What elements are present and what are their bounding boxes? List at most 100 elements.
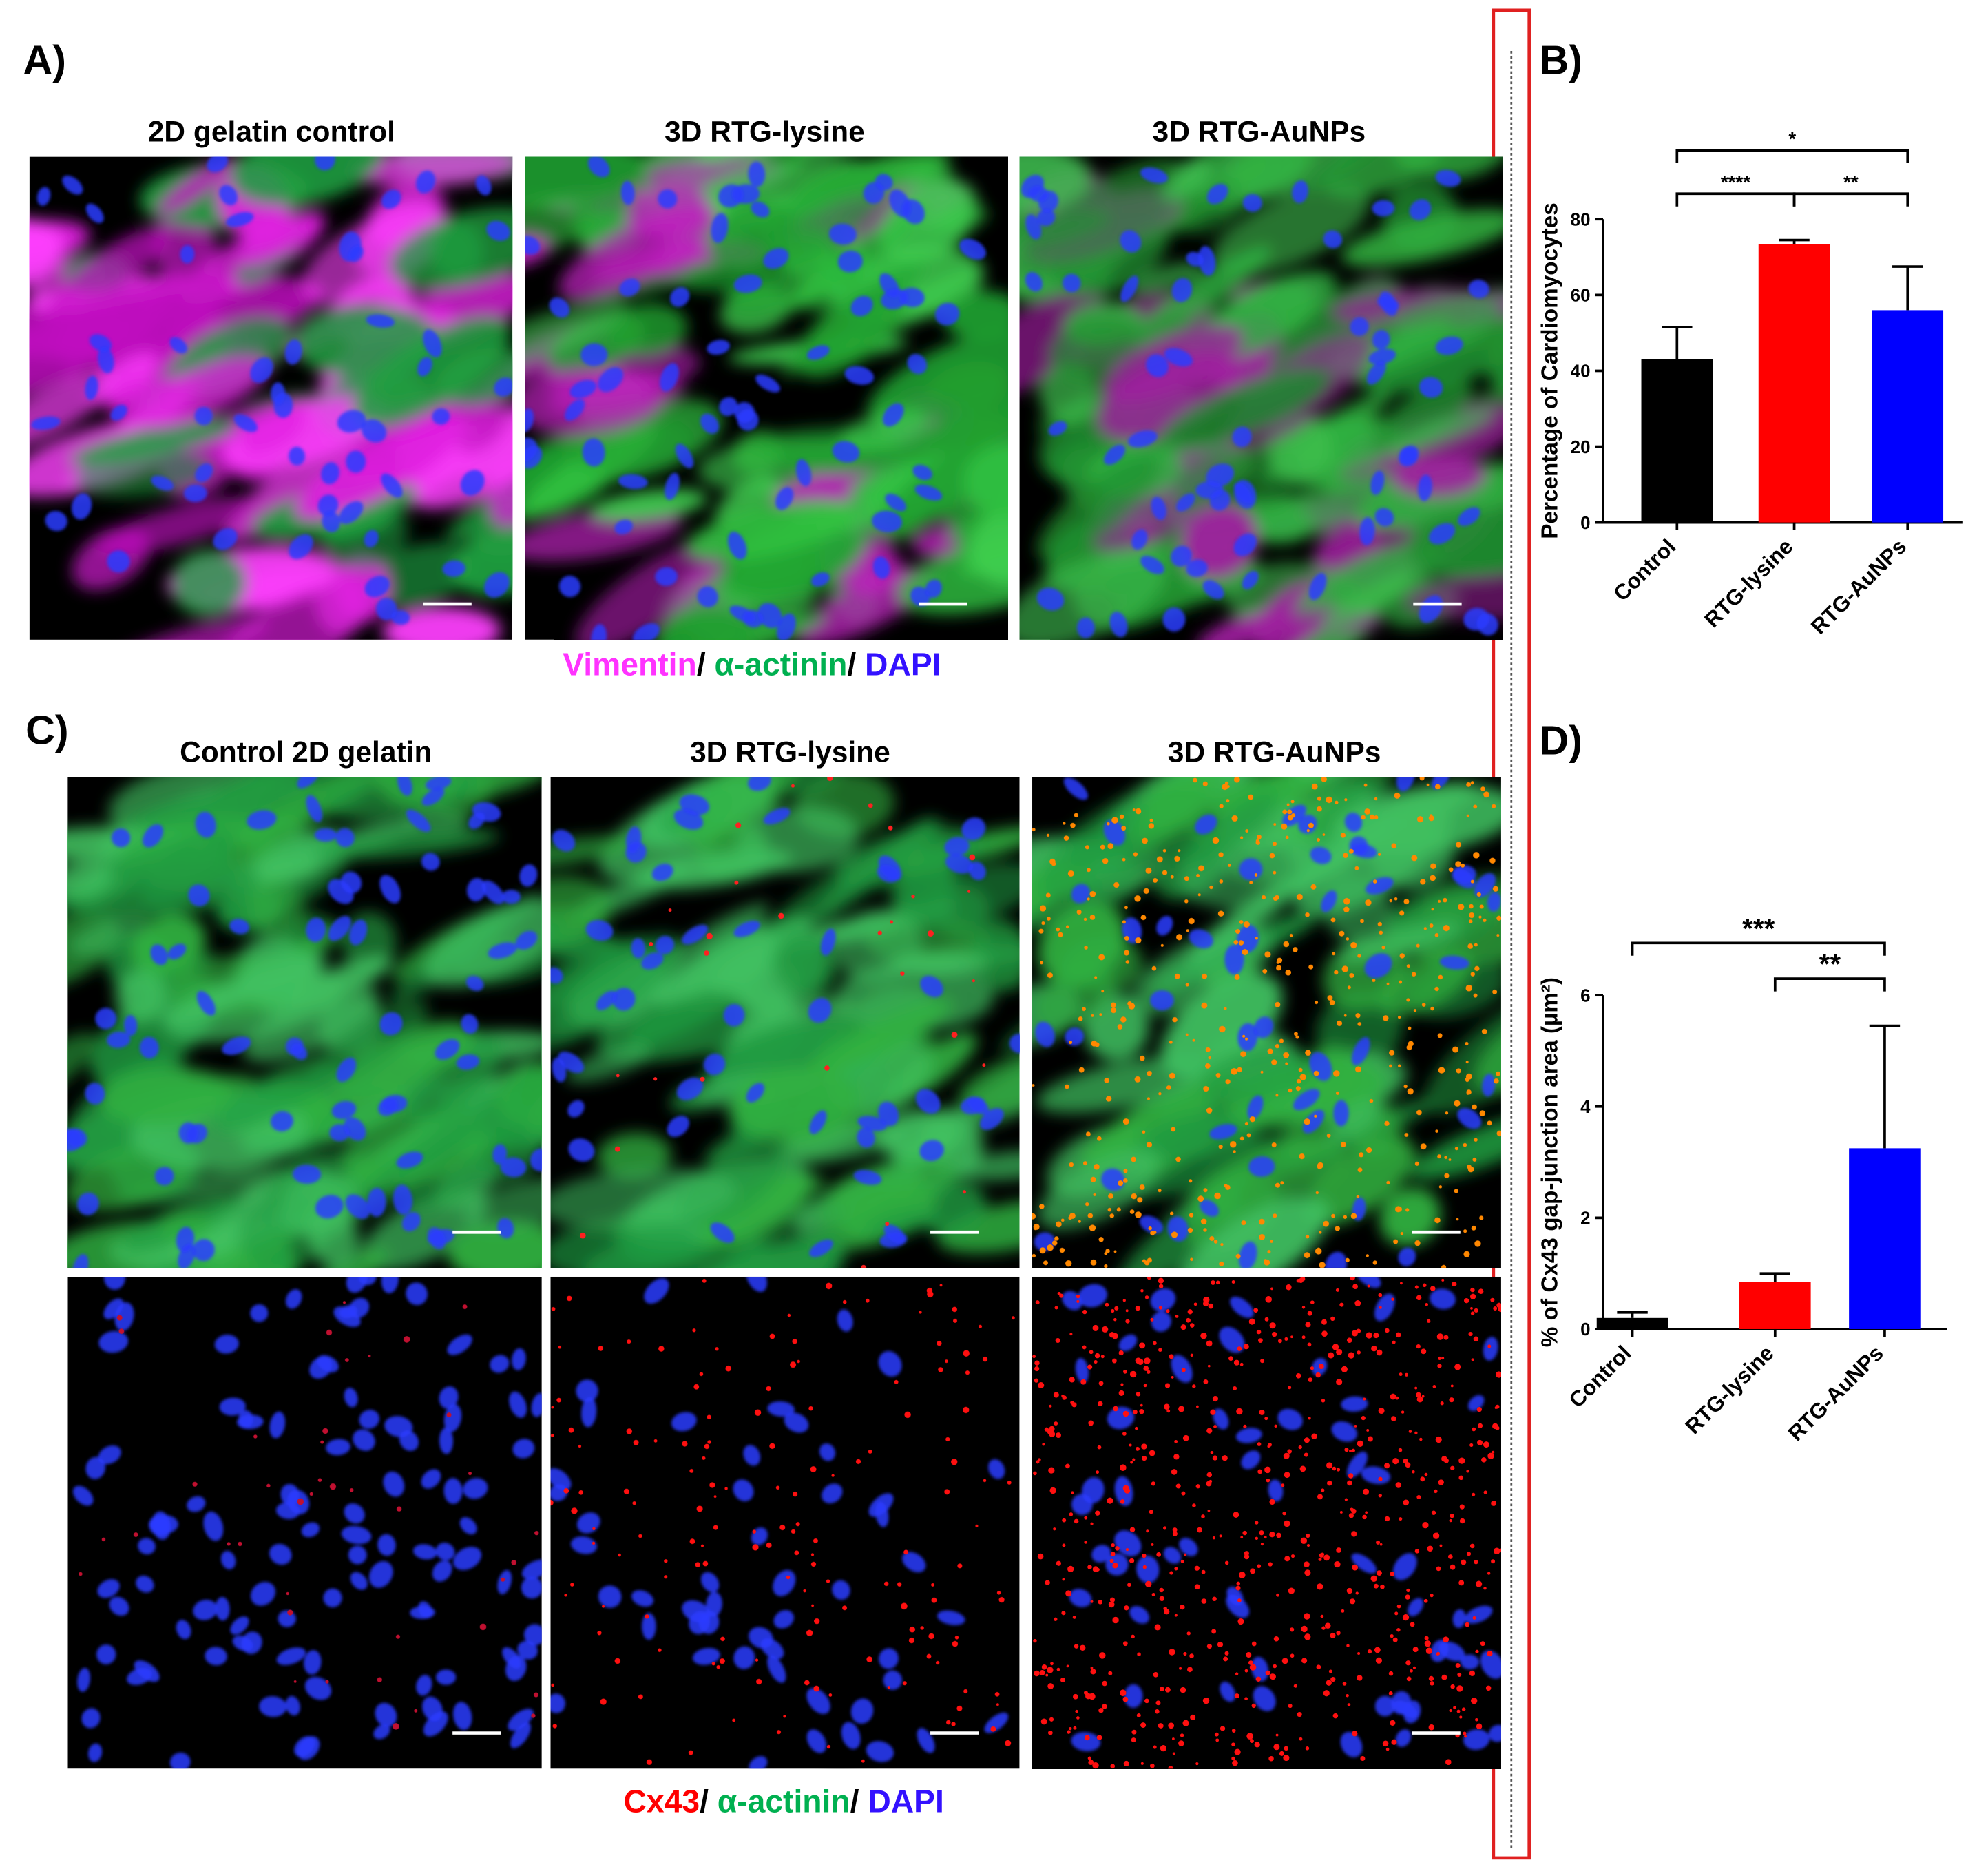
puncta xyxy=(1099,1013,1102,1016)
nucleus xyxy=(421,1469,441,1489)
nucleus xyxy=(1321,890,1337,912)
puncta xyxy=(755,1658,759,1662)
puncta xyxy=(1108,1601,1115,1608)
fiber xyxy=(575,539,726,640)
puncta xyxy=(792,1339,797,1344)
nucleus xyxy=(734,401,755,424)
puncta xyxy=(1174,1567,1178,1571)
puncta xyxy=(1288,1386,1292,1390)
puncta xyxy=(1186,1631,1191,1636)
puncta xyxy=(1405,1208,1410,1212)
puncta xyxy=(1422,1521,1429,1529)
puncta xyxy=(813,1538,818,1543)
puncta xyxy=(1044,1427,1049,1432)
puncta xyxy=(1211,1280,1215,1285)
puncta xyxy=(551,1683,554,1687)
nucleus xyxy=(456,1054,480,1070)
puncta xyxy=(688,1750,693,1755)
fiber xyxy=(457,409,507,454)
puncta xyxy=(1487,1452,1494,1459)
nucleus xyxy=(443,1403,462,1432)
puncta xyxy=(702,1560,709,1567)
puncta xyxy=(1469,904,1474,909)
fiber xyxy=(1341,209,1503,267)
nucleus xyxy=(154,1167,174,1186)
puncta xyxy=(1135,1306,1140,1311)
puncta xyxy=(1266,1478,1270,1483)
nucleus xyxy=(413,1544,437,1560)
puncta xyxy=(951,1722,956,1726)
puncta xyxy=(1074,813,1078,817)
nucleus xyxy=(344,1388,358,1408)
puncta xyxy=(1085,1202,1089,1207)
puncta xyxy=(1470,1311,1475,1315)
puncta xyxy=(614,1658,620,1664)
puncta xyxy=(1286,803,1290,806)
puncta xyxy=(1046,833,1050,837)
fiber xyxy=(550,906,606,942)
puncta xyxy=(568,1427,574,1433)
puncta xyxy=(786,1575,791,1580)
nucleus xyxy=(139,1036,159,1059)
nucleus xyxy=(850,1698,874,1724)
puncta xyxy=(1332,952,1336,956)
puncta xyxy=(1345,1257,1350,1262)
fiber xyxy=(306,1203,359,1268)
puncta xyxy=(695,1562,701,1567)
nucleus xyxy=(707,340,730,355)
puncta xyxy=(810,1553,815,1556)
puncta xyxy=(1162,870,1168,875)
nucleus xyxy=(549,297,570,318)
puncta xyxy=(1471,1225,1476,1231)
puncta xyxy=(1362,1514,1367,1520)
puncta xyxy=(368,1355,371,1357)
nucleus xyxy=(1076,617,1095,638)
puncta xyxy=(1469,1543,1475,1549)
puncta xyxy=(1275,1182,1281,1188)
puncta xyxy=(1135,808,1142,815)
puncta xyxy=(1239,1572,1246,1578)
puncta xyxy=(1089,915,1096,920)
puncta xyxy=(1233,1386,1237,1391)
puncta xyxy=(1233,1512,1239,1518)
fiber xyxy=(773,930,837,997)
puncta xyxy=(1085,1735,1090,1741)
micrograph xyxy=(1032,1277,1501,1769)
puncta xyxy=(1129,1527,1136,1532)
puncta xyxy=(1063,822,1066,825)
puncta xyxy=(1398,1448,1403,1452)
puncta xyxy=(1465,984,1473,992)
puncta xyxy=(1147,1277,1151,1280)
puncta xyxy=(1431,1510,1436,1515)
stain-legend: Cx43/ α-actinin/ DAPI xyxy=(623,1783,943,1819)
puncta xyxy=(326,1329,333,1336)
puncta xyxy=(1113,881,1120,888)
puncta xyxy=(1197,1195,1204,1202)
nucleus xyxy=(1038,190,1058,213)
puncta xyxy=(1080,1379,1087,1385)
puncta xyxy=(1150,1317,1154,1322)
nucleus xyxy=(671,1412,697,1432)
puncta xyxy=(1399,1517,1403,1521)
nucleus xyxy=(581,1397,597,1428)
puncta xyxy=(1123,1169,1128,1173)
puncta xyxy=(1203,1086,1209,1092)
panel-label: B) xyxy=(1539,36,1582,83)
puncta xyxy=(1158,1306,1163,1310)
nucleus xyxy=(85,375,98,400)
puncta xyxy=(704,1443,710,1450)
puncta xyxy=(1299,1074,1306,1080)
nucleus xyxy=(136,1575,154,1593)
nucleus xyxy=(1237,1023,1258,1052)
puncta xyxy=(1430,1681,1434,1686)
puncta xyxy=(1357,1167,1363,1173)
puncta xyxy=(1098,1401,1103,1407)
puncta xyxy=(1172,1737,1175,1740)
puncta xyxy=(1123,1178,1128,1183)
puncta xyxy=(1471,1358,1474,1361)
puncta xyxy=(1169,1040,1173,1044)
puncta xyxy=(1088,1420,1094,1426)
puncta xyxy=(969,854,976,861)
nucleus xyxy=(169,1752,191,1769)
puncta xyxy=(1392,1340,1396,1344)
